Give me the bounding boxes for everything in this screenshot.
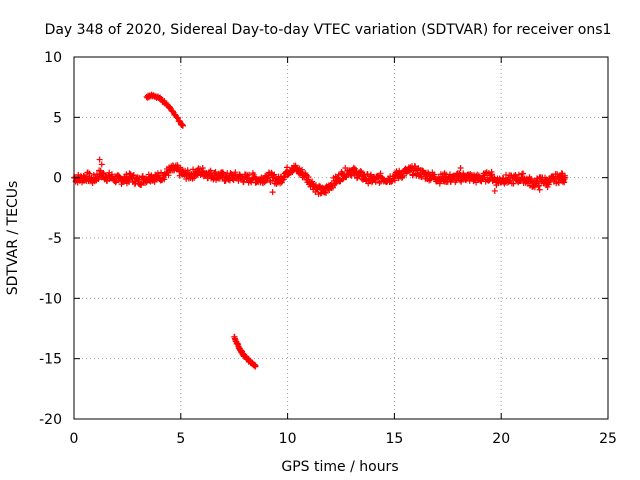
- data-point: [562, 174, 569, 181]
- data-point: [252, 362, 259, 369]
- data-point: [158, 169, 165, 176]
- data-point: [86, 170, 93, 177]
- data-point: [520, 170, 527, 177]
- data-point: [96, 156, 103, 163]
- y-tick-label: 10: [44, 50, 62, 66]
- data-point: [332, 180, 339, 187]
- x-tick-label: 15: [385, 431, 403, 447]
- data-point: [98, 161, 105, 168]
- data-point: [323, 189, 330, 196]
- data-point: [161, 176, 168, 183]
- y-tick-label: 5: [53, 110, 62, 126]
- data-point: [377, 170, 384, 177]
- data-point: [267, 179, 274, 186]
- data-point: [545, 181, 552, 188]
- data-point: [470, 178, 477, 185]
- y-tick-label: -20: [39, 412, 62, 428]
- x-tick-label: 20: [492, 431, 510, 447]
- data-point: [391, 177, 398, 184]
- y-tick-label: -5: [48, 231, 62, 247]
- data-points: [71, 91, 569, 370]
- data-point: [130, 172, 137, 179]
- x-tick-label: 5: [176, 431, 185, 447]
- y-tick-label: -10: [39, 291, 62, 307]
- data-point: [269, 189, 276, 196]
- chart-title: Day 348 of 2020, Sidereal Day-to-day VTE…: [45, 22, 612, 38]
- y-axis-label: SDTVAR / TECUs: [5, 181, 21, 296]
- x-tick-label: 0: [70, 431, 79, 447]
- data-point: [299, 166, 306, 173]
- data-point: [174, 114, 181, 121]
- data-point: [207, 167, 214, 174]
- data-point: [358, 169, 365, 176]
- data-point: [515, 171, 522, 178]
- data-point: [329, 184, 336, 191]
- data-point: [271, 171, 278, 178]
- data-point: [179, 122, 186, 129]
- data-point: [510, 180, 517, 187]
- data-point: [457, 165, 464, 172]
- data-point: [165, 172, 172, 179]
- x-tick-label: 10: [279, 431, 297, 447]
- x-tick-label: 25: [599, 431, 617, 447]
- data-point: [169, 108, 176, 115]
- x-axis-label: GPS time / hours: [281, 459, 398, 475]
- y-tick-label: -15: [39, 352, 62, 368]
- data-point: [491, 187, 498, 194]
- data-point: [446, 171, 453, 178]
- y-tick-label: 0: [53, 171, 62, 187]
- axis-ticks: 0 5 10 15 20 25 -20 -15 -10 -5 0 5 10: [39, 50, 617, 447]
- data-point: [212, 168, 219, 175]
- data-point: [489, 171, 496, 178]
- data-point: [126, 170, 133, 177]
- data-point: [284, 164, 291, 171]
- data-point: [305, 173, 312, 180]
- data-point: [372, 178, 379, 185]
- data-point: [536, 186, 543, 193]
- data-point: [350, 164, 357, 171]
